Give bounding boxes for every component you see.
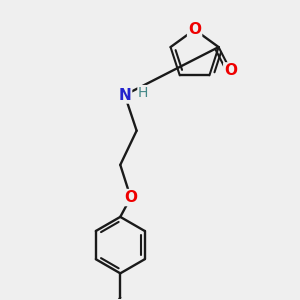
Text: O: O: [224, 63, 237, 78]
Text: H: H: [138, 85, 148, 100]
Text: O: O: [124, 190, 137, 205]
Text: N: N: [118, 88, 131, 103]
Text: O: O: [188, 22, 201, 37]
